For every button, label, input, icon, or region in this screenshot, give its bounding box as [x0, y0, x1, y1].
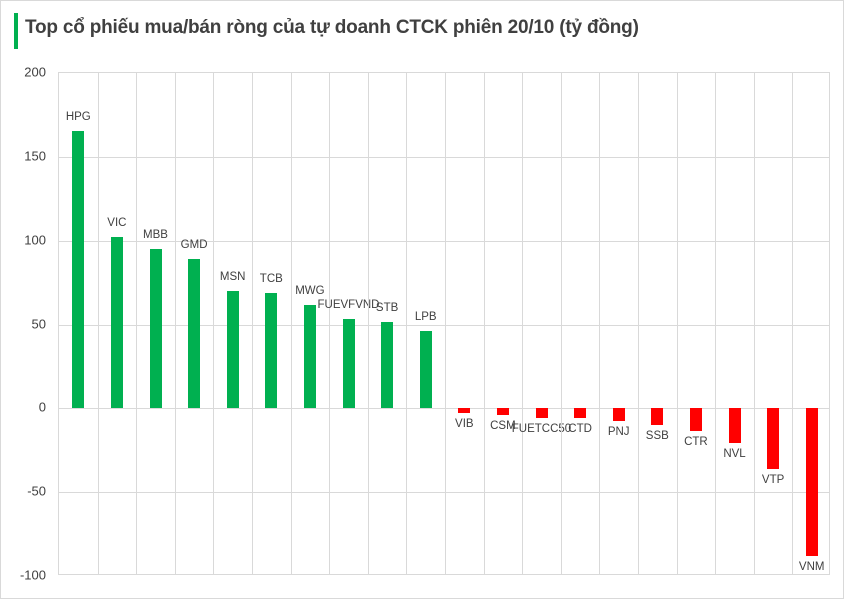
gridline-vertical [715, 73, 716, 574]
y-tick-label: 100 [24, 232, 46, 247]
bar-label: VIC [107, 217, 126, 229]
bar-mbb [150, 249, 162, 408]
bar-label: CTD [568, 423, 592, 435]
gridline-vertical [252, 73, 253, 574]
y-tick-label: 200 [24, 65, 46, 80]
y-tick-label: 50 [32, 316, 46, 331]
bar-label: PNJ [608, 426, 630, 438]
bar-fuetcc50 [536, 408, 548, 417]
y-tick-label: -50 [27, 484, 46, 499]
bar-stb [381, 322, 393, 409]
bar-label: FUETCC50 [512, 423, 571, 435]
gridline-vertical [792, 73, 793, 574]
y-tick-label: 150 [24, 148, 46, 163]
bar-tcb [265, 293, 277, 409]
gridline-vertical [677, 73, 678, 574]
bar-label: CTR [684, 436, 708, 448]
bar-ssb [651, 408, 663, 425]
bar-label: FUEVFVND [318, 299, 380, 311]
chart-title: Top cổ phiếu mua/bán ròng của tự doanh C… [25, 17, 639, 39]
y-tick-label: 0 [39, 400, 46, 415]
bar-fuevfvnd [343, 319, 355, 408]
bar-label: VNM [799, 561, 825, 573]
plot-area: HPGVICMBBGMDMSNTCBMWGFUEVFVNDSTBLPBVIBCS… [58, 72, 830, 575]
gridline-vertical [368, 73, 369, 574]
bar-pnj [613, 408, 625, 420]
gridline-vertical [136, 73, 137, 574]
bar-csm [497, 408, 509, 414]
gridline-vertical [445, 73, 446, 574]
bar-nvl [729, 408, 741, 443]
bar-vib [458, 408, 470, 412]
gridline-vertical [638, 73, 639, 574]
bar-label: VIB [455, 418, 474, 430]
bar-label: MWG [295, 285, 324, 297]
y-tick-label: -100 [20, 568, 46, 583]
gridline-vertical [291, 73, 292, 574]
bar-msn [227, 291, 239, 408]
gridline-vertical [599, 73, 600, 574]
gridline-vertical [484, 73, 485, 574]
bar-label: GMD [181, 239, 208, 251]
bar-ctr [690, 408, 702, 430]
gridline-vertical [522, 73, 523, 574]
bar-lpb [420, 331, 432, 409]
bar-vnm [806, 408, 818, 555]
bar-mwg [304, 305, 316, 408]
bar-label: TCB [260, 273, 283, 285]
gridline-vertical [175, 73, 176, 574]
bar-gmd [188, 259, 200, 408]
bar-ctd [574, 408, 586, 418]
gridline-vertical [98, 73, 99, 574]
bar-hpg [72, 131, 84, 408]
gridline-vertical [754, 73, 755, 574]
title-accent-bar [14, 13, 18, 49]
bar-label: VTP [762, 474, 784, 486]
bar-label: HPG [66, 111, 91, 123]
bar-label: SSB [646, 430, 669, 442]
bar-label: MBB [143, 229, 168, 241]
gridline-vertical [561, 73, 562, 574]
gridline-vertical [213, 73, 214, 574]
bar-vic [111, 237, 123, 408]
bar-label: STB [376, 302, 398, 314]
bar-label: NVL [723, 448, 745, 460]
gridline-vertical [329, 73, 330, 574]
bar-label: LPB [415, 311, 437, 323]
bar-label: MSN [220, 271, 246, 283]
gridline-vertical [406, 73, 407, 574]
bar-vtp [767, 408, 779, 469]
